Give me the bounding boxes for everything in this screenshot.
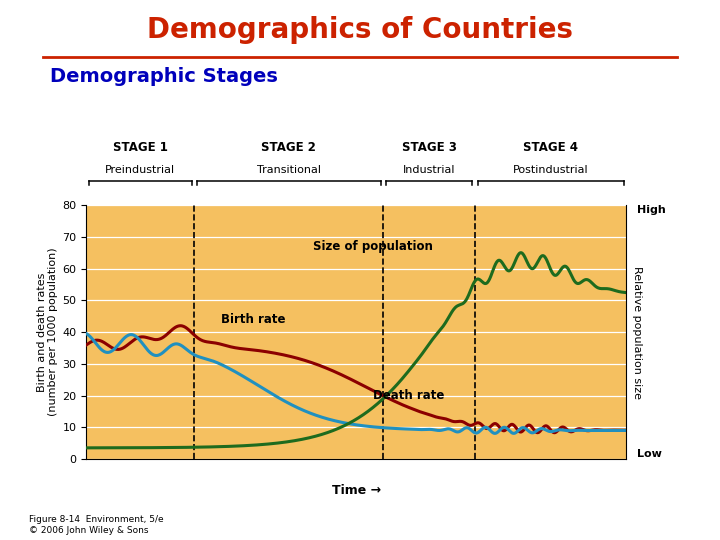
Text: Size of population: Size of population [313, 240, 433, 253]
Text: Preindustrial: Preindustrial [105, 165, 176, 175]
Text: Industrial: Industrial [403, 165, 456, 175]
Text: Low: Low [637, 449, 662, 459]
Text: Postindustrial: Postindustrial [513, 165, 589, 175]
Text: Transitional: Transitional [257, 165, 321, 175]
Text: STAGE 2: STAGE 2 [261, 141, 316, 154]
Text: Time →: Time → [332, 484, 381, 497]
Text: STAGE 1: STAGE 1 [113, 141, 168, 154]
Text: STAGE 4: STAGE 4 [523, 141, 578, 154]
Text: Figure 8-14  Environment, 5/e
© 2006 John Wiley & Sons: Figure 8-14 Environment, 5/e © 2006 John… [29, 515, 163, 535]
Text: Demographic Stages: Demographic Stages [50, 68, 278, 86]
Text: STAGE 3: STAGE 3 [402, 141, 456, 154]
Y-axis label: Birth and death rates
(number per 1000 population): Birth and death rates (number per 1000 p… [37, 248, 58, 416]
Text: Birth rate: Birth rate [222, 313, 286, 326]
Y-axis label: Relative population size: Relative population size [632, 266, 642, 399]
Text: Death rate: Death rate [373, 389, 444, 402]
Text: High: High [637, 205, 666, 215]
Text: Demographics of Countries: Demographics of Countries [147, 16, 573, 44]
